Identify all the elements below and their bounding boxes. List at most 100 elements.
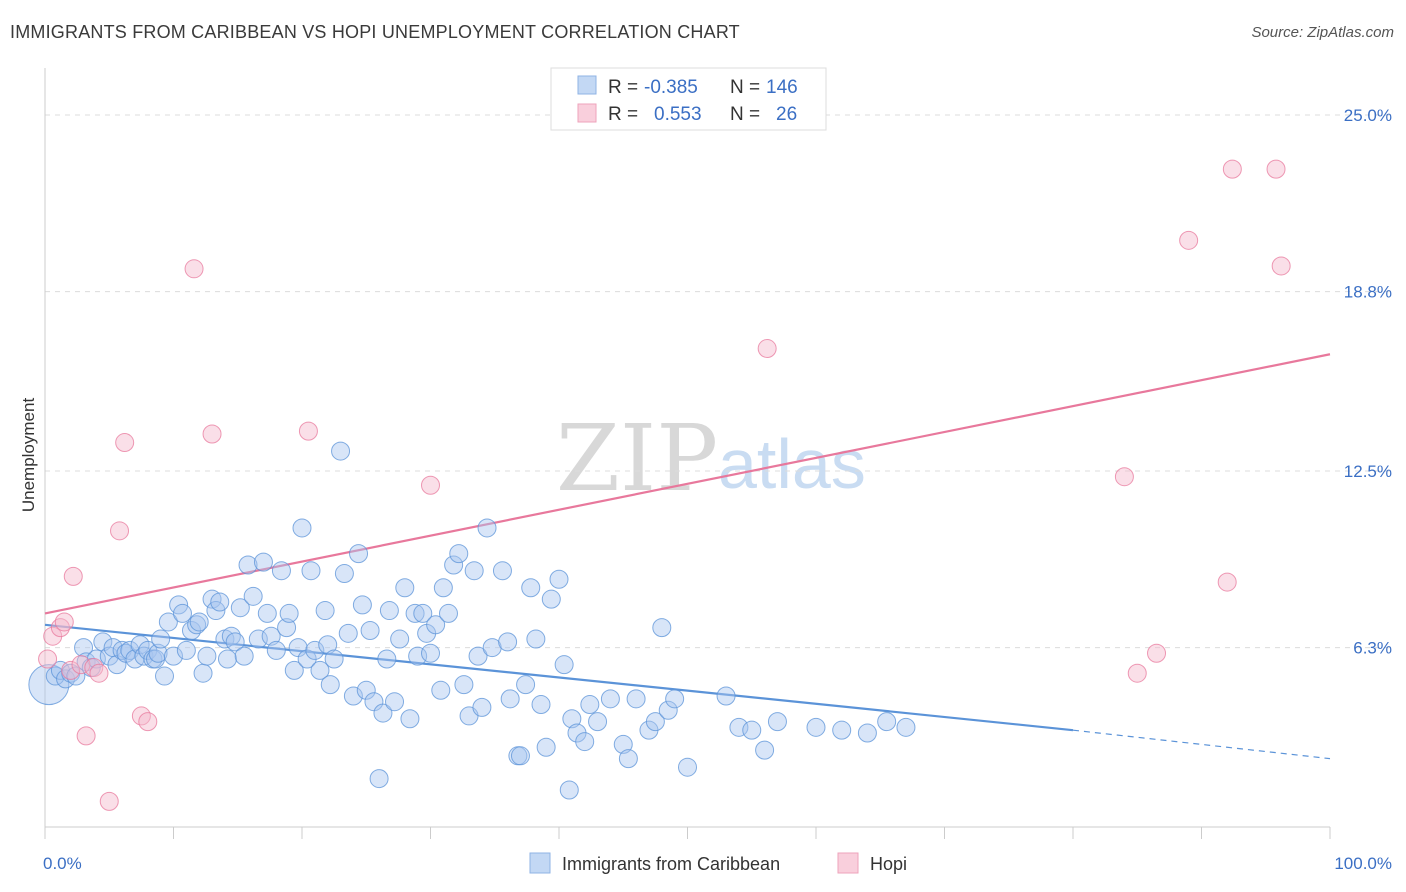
caribbean-point [559, 780, 579, 800]
hopi-point [1147, 643, 1167, 663]
hopi-point [115, 433, 135, 453]
caribbean-point [158, 612, 178, 632]
caribbean-point [464, 561, 484, 581]
y-tick-label: 25.0% [1344, 106, 1392, 125]
legend-n-label-0: N = [730, 77, 760, 98]
caribbean-point [541, 589, 561, 609]
x-tick-label-max: 100.0% [1334, 854, 1392, 873]
caribbean-point [352, 595, 372, 615]
hopi-point [54, 612, 74, 632]
hopi-point [184, 259, 204, 279]
caribbean-point [729, 717, 749, 737]
hopi-point [99, 791, 119, 811]
axes [44, 68, 1331, 839]
caribbean-point [320, 675, 340, 695]
hopi-point [202, 424, 222, 444]
caribbean-point [562, 709, 582, 729]
hopi-point [1114, 467, 1134, 487]
caribbean-point [521, 578, 541, 598]
caribbean-point [202, 589, 222, 609]
caribbean-point [197, 646, 217, 666]
caribbean-point [234, 646, 254, 666]
caribbean-point [516, 675, 536, 695]
caribbean-point [253, 552, 273, 572]
caribbean-point [356, 680, 376, 700]
caribbean-point [400, 709, 420, 729]
hopi-point [71, 655, 91, 675]
source-credit: Source: ZipAtlas.com [1251, 24, 1394, 41]
legend-r-value-0: -0.385 [644, 77, 698, 98]
caribbean-point [549, 569, 569, 589]
caribbean-point [645, 712, 665, 732]
caribbean-point [377, 649, 397, 669]
x-tick-label-min: 0.0% [43, 854, 82, 873]
caribbean-point [243, 586, 263, 606]
caribbean-point [395, 578, 415, 598]
caribbean-point [225, 632, 245, 652]
caribbean-point [349, 544, 369, 564]
hopi-point [1266, 159, 1286, 179]
caribbean-point [413, 603, 433, 623]
caribbean-point [806, 717, 826, 737]
caribbean-point [658, 700, 678, 720]
caribbean-trend-extension [1072, 729, 1331, 760]
caribbean-point [331, 441, 351, 461]
caribbean-point [767, 712, 787, 732]
caribbean-point [468, 646, 488, 666]
caribbean-point [618, 749, 638, 769]
y-tick-label: 6.3% [1353, 639, 1392, 658]
caribbean-point [315, 601, 335, 621]
caribbean-point [716, 686, 736, 706]
caribbean-point [575, 732, 595, 752]
caribbean-point [74, 638, 94, 658]
caribbean-point [613, 734, 633, 754]
hopi-point [1127, 663, 1147, 683]
hopi-point [421, 475, 440, 495]
caribbean-point [531, 695, 551, 715]
legend-n-value-0: 146 [766, 77, 798, 98]
caribbean-point [438, 603, 458, 623]
caribbean-point [588, 712, 608, 732]
caribbean-point [421, 643, 440, 663]
hopi-point [38, 649, 58, 669]
caribbean-point [217, 649, 237, 669]
legend-n-label-1: N = [730, 104, 760, 125]
caribbean-point [210, 592, 230, 612]
bottom-legend-swatch-caribbean [529, 852, 551, 874]
caribbean-point [832, 720, 852, 740]
caribbean-point [678, 757, 697, 777]
caribbean-point [373, 703, 393, 723]
y-tick-label: 12.5% [1344, 462, 1392, 481]
hopi-point [76, 726, 96, 746]
caribbean-point [230, 598, 250, 618]
caribbean-point [665, 689, 685, 709]
hopi-point [757, 339, 777, 359]
legend-r-label-0: R = [608, 77, 638, 98]
caribbean-point [305, 640, 325, 660]
caribbean-point [155, 666, 175, 686]
hopi-point [61, 660, 81, 680]
hopi-point [1271, 256, 1291, 276]
hopi-point [110, 521, 130, 541]
caribbean-point [385, 692, 405, 712]
caribbean-point [334, 564, 354, 584]
caribbean-point [408, 646, 428, 666]
caribbean-point [66, 666, 86, 686]
caribbean-point [742, 720, 762, 740]
y-tick-label: 18.8% [1344, 283, 1392, 302]
hopi-point [1179, 230, 1199, 250]
caribbean-point [257, 603, 277, 623]
watermark-zip: ZIP [556, 405, 718, 512]
caribbean-point [449, 544, 469, 564]
caribbean-point [318, 635, 338, 655]
caribbean-point [652, 618, 672, 638]
bottom-legend-swatch-hopi [837, 852, 859, 874]
caribbean-point [176, 640, 196, 660]
caribbean-point [510, 746, 530, 766]
caribbean-point [271, 561, 291, 581]
caribbean-point [284, 660, 304, 680]
hopi-point [84, 658, 104, 678]
caribbean-point [148, 643, 168, 663]
hopi-trend-line [44, 353, 1331, 615]
caribbean-point [187, 615, 207, 635]
